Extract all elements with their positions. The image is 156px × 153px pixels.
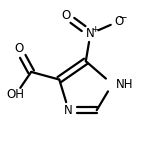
Text: −: −: [119, 13, 127, 23]
Text: O: O: [14, 43, 23, 55]
Text: NH: NH: [115, 78, 133, 91]
Text: OH: OH: [7, 88, 25, 101]
Text: +: +: [91, 25, 98, 34]
Text: O: O: [61, 9, 70, 22]
Text: N: N: [86, 27, 95, 40]
Text: O: O: [114, 15, 123, 28]
Text: N: N: [64, 104, 73, 117]
